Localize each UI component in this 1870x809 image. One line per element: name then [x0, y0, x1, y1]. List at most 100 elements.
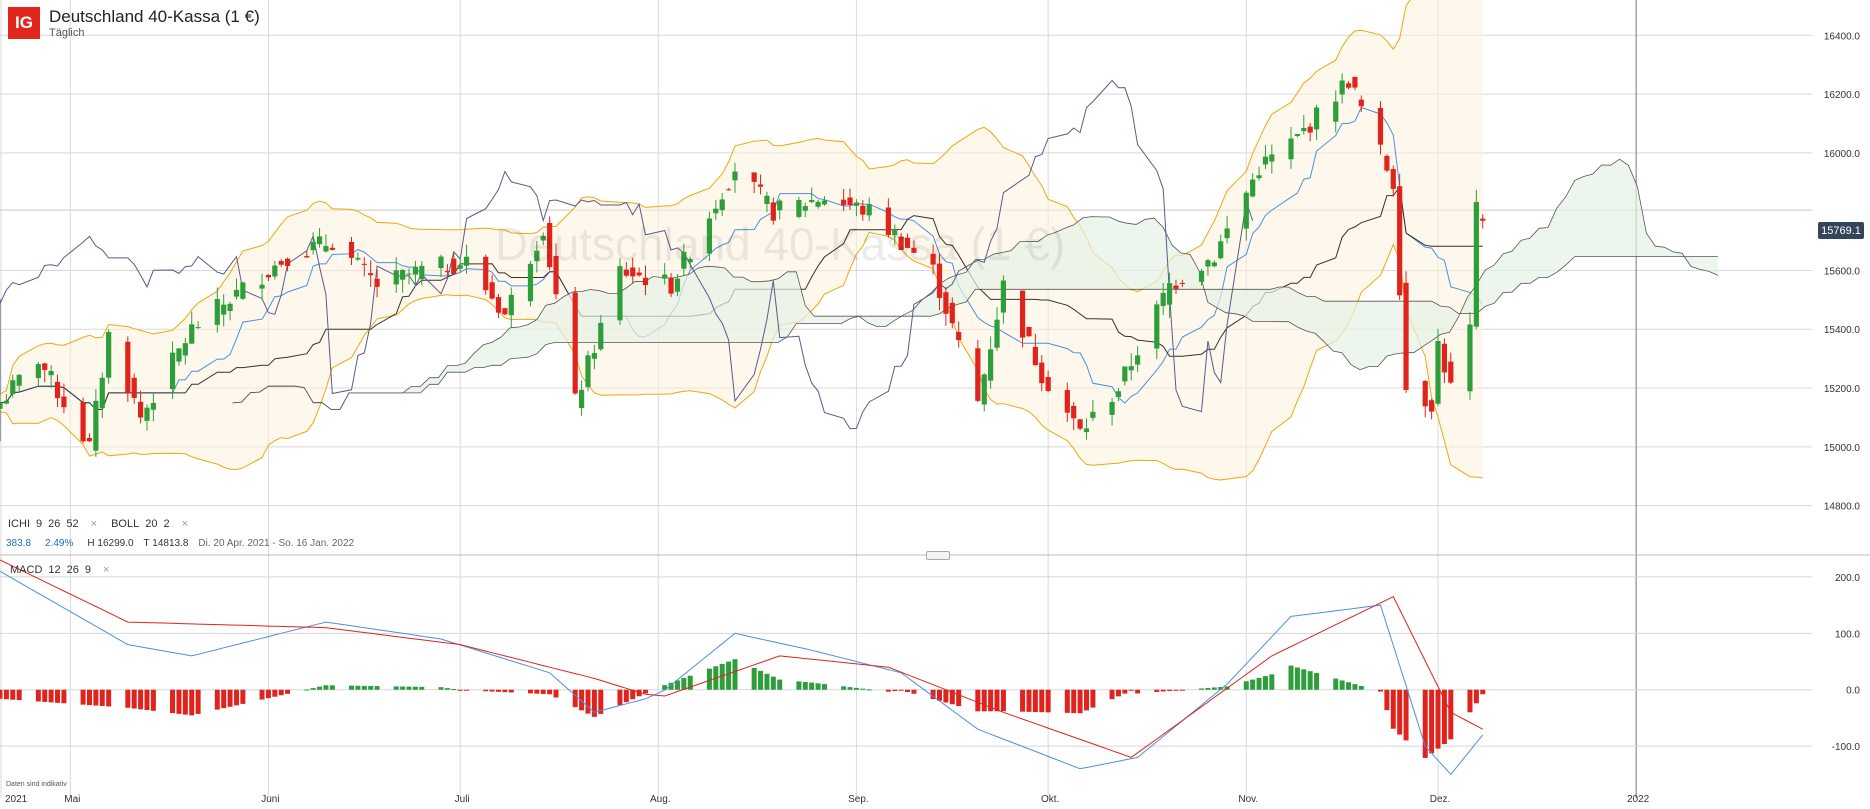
ichimoku-span-a — [232, 158, 1719, 410]
candle — [1250, 173, 1256, 198]
candle — [572, 286, 578, 395]
candle-body — [1115, 391, 1122, 398]
candle — [304, 250, 310, 258]
macd-histogram-bar — [361, 685, 367, 690]
candle-body — [1122, 366, 1128, 382]
macd-histogram-bar — [841, 686, 847, 690]
macd-histogram-bar — [585, 689, 591, 714]
candle — [904, 233, 911, 249]
candle-body — [1358, 99, 1364, 107]
remove-boll-icon[interactable]: × — [181, 518, 189, 530]
candle — [751, 172, 757, 194]
candle — [553, 243, 559, 300]
candle — [355, 252, 361, 262]
candle-body — [936, 263, 943, 298]
candle-body — [719, 199, 725, 211]
candle — [1333, 90, 1339, 133]
candle — [329, 243, 335, 251]
candle — [1218, 234, 1224, 260]
macd-histogram-bar — [1301, 669, 1307, 690]
macd-line — [0, 570, 1484, 776]
candle-body — [1480, 218, 1486, 221]
candle — [777, 198, 783, 220]
candle — [176, 348, 182, 366]
axes: 16400.0 16200.0 16000.0 15600.0 15400.0 15200… — [5, 31, 1860, 805]
macd-histogram-bar — [796, 681, 802, 690]
candle-body — [259, 284, 265, 289]
candle-body — [1448, 361, 1454, 383]
candle-body — [1467, 324, 1473, 392]
macd-histogram-bar — [681, 678, 687, 690]
macd-y-tick-label: 200.0 — [1835, 573, 1860, 584]
candle-body — [54, 381, 61, 399]
candle — [54, 374, 61, 407]
macd-histogram-bar — [265, 689, 271, 699]
macd-histogram-bar — [1211, 687, 1217, 690]
candle-body — [368, 273, 374, 276]
candle — [1256, 166, 1262, 181]
macd-histogram-bar — [751, 667, 757, 690]
candle — [131, 373, 137, 404]
candle — [1262, 145, 1269, 170]
candle-body — [860, 205, 866, 215]
candle-body — [16, 374, 22, 386]
macd-histogram-bar — [1358, 685, 1364, 690]
candle — [310, 232, 316, 255]
candle-body — [757, 184, 764, 187]
candle — [406, 268, 412, 285]
candle-body — [949, 302, 955, 324]
candle-body — [1352, 76, 1358, 88]
candle-body — [106, 331, 112, 378]
candle — [1077, 419, 1083, 431]
candle-body — [904, 237, 911, 248]
candle-body — [1377, 107, 1384, 145]
bollinger-fill — [0, 0, 1483, 480]
candle — [1135, 346, 1141, 372]
macd-histogram-bar — [636, 689, 642, 697]
candle-body — [988, 349, 994, 381]
candle-body — [1128, 366, 1134, 371]
candle-body — [1019, 290, 1026, 338]
candle-body — [1390, 169, 1396, 189]
candle-body — [438, 256, 444, 269]
candle — [1294, 133, 1301, 138]
macd-histogram-bar — [419, 686, 425, 690]
candle — [1288, 126, 1294, 169]
macd-histogram-bar — [1429, 689, 1435, 754]
candle — [936, 253, 943, 311]
candle-body — [572, 292, 578, 394]
candle-body — [623, 269, 629, 276]
macd-histogram-bar — [451, 689, 457, 691]
macd-label: MACD — [10, 564, 43, 576]
candle-body — [304, 256, 310, 258]
candle — [182, 337, 188, 365]
macd-histogram-bar — [687, 675, 693, 690]
candle-body — [809, 199, 815, 203]
candle — [374, 269, 380, 298]
panel-resize-handle[interactable] — [926, 551, 950, 560]
remove-ichi-icon[interactable]: × — [90, 518, 98, 530]
candle-body — [189, 324, 195, 344]
candle-body — [176, 348, 182, 362]
candle — [348, 236, 355, 266]
candle — [757, 174, 764, 195]
candle — [1441, 338, 1447, 384]
bollinger-upper — [0, 0, 1411, 395]
remove-macd-icon[interactable]: × — [103, 564, 110, 576]
macd-signal-line — [0, 559, 1483, 758]
candle-body — [866, 204, 872, 216]
x-tick-label: Juli — [455, 794, 470, 805]
candle-body — [540, 236, 546, 241]
candle — [393, 257, 399, 293]
candle — [1480, 214, 1486, 229]
candle — [1205, 258, 1211, 276]
macd-histogram-bar — [42, 689, 48, 702]
candle — [687, 256, 693, 269]
candle-body — [489, 282, 495, 299]
candle — [809, 187, 815, 204]
candle — [233, 278, 240, 300]
macd-histogram-bar — [949, 689, 955, 705]
macd-histogram-bar — [1403, 689, 1409, 741]
candle — [285, 257, 291, 272]
